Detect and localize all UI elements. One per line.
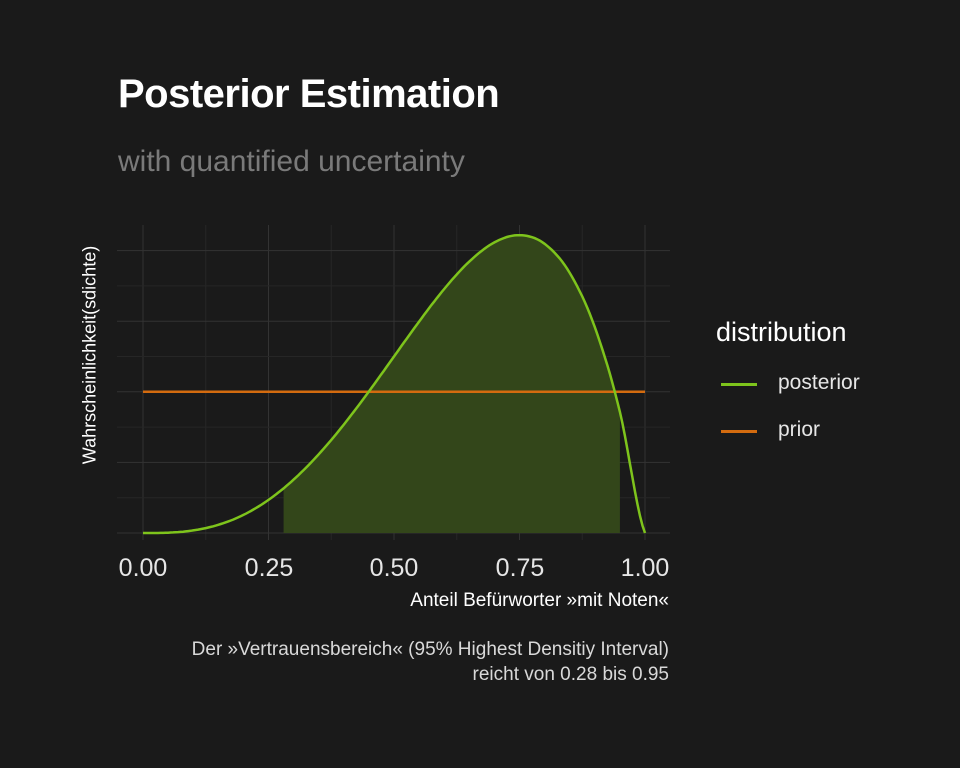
x-tick-label: 1.00 — [620, 554, 670, 582]
posterior-line — [143, 233, 647, 535]
x-tick-label: 0.25 — [244, 554, 294, 582]
x-axis-label: Anteil Befürworter »mit Noten« — [410, 590, 669, 611]
legend-key-prior — [721, 430, 757, 433]
legend-key-posterior — [721, 383, 757, 386]
chart-subtitle: with quantified uncertainty — [118, 145, 465, 178]
caption: Der »Vertrauensbereich« (95% Highest Den… — [192, 637, 669, 687]
chart-title: Posterior Estimation — [118, 72, 500, 116]
y-axis-label: Wahrscheinlichkeit(sdichte) — [79, 245, 100, 465]
x-tick-label: 0.50 — [369, 554, 419, 582]
legend-label: posterior — [778, 371, 860, 394]
legend-title: distribution — [716, 317, 847, 347]
caption-line-1: Der »Vertrauensbereich« (95% Highest Den… — [191, 639, 669, 660]
x-tick-label: 0.75 — [495, 554, 545, 582]
hdi-shaded-area — [283, 235, 620, 533]
caption-line-2: reicht von 0.28 bis 0.95 — [472, 664, 669, 685]
x-tick-label: 0.00 — [118, 554, 168, 582]
legend-label: prior — [778, 418, 821, 441]
